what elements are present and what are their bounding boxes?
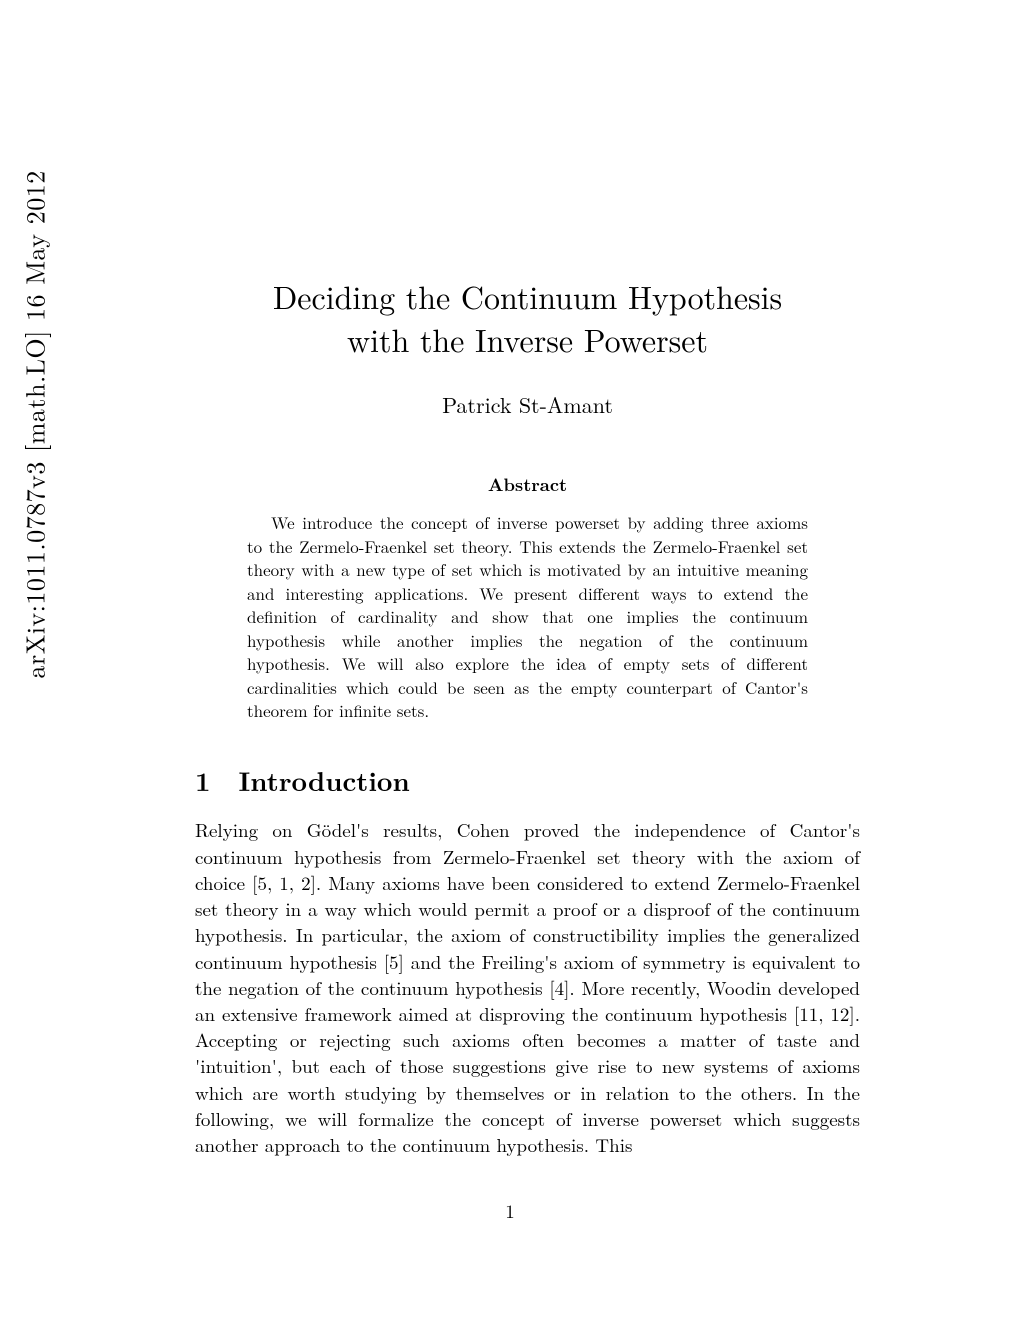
abstract-heading: Abstract (195, 472, 860, 497)
page-number: 1 (505, 1197, 515, 1224)
title-line-1: Deciding the Continuum Hypothesis (273, 274, 782, 319)
section-number: 1 (195, 760, 211, 799)
section-heading: 1 Introduction (195, 760, 860, 799)
abstract-body: We introduce the concept of inverse powe… (247, 510, 808, 722)
paper-content: Deciding the Continuum Hypothesis with t… (195, 275, 860, 1158)
arxiv-identifier: arXiv:1011.0787v3 [math.LO] 16 May 2012 (16, 170, 53, 678)
section-title: Introduction (239, 760, 410, 799)
title-line-2: with the Inverse Powerset (347, 317, 708, 362)
abstract-text: We introduce the concept of inverse powe… (195, 511, 860, 722)
body-text: Relying on Gödel's results, Cohen proved… (195, 817, 860, 1158)
paper-author: Patrick St-Amant (195, 389, 860, 420)
paper-title: Deciding the Continuum Hypothesis with t… (195, 275, 860, 361)
